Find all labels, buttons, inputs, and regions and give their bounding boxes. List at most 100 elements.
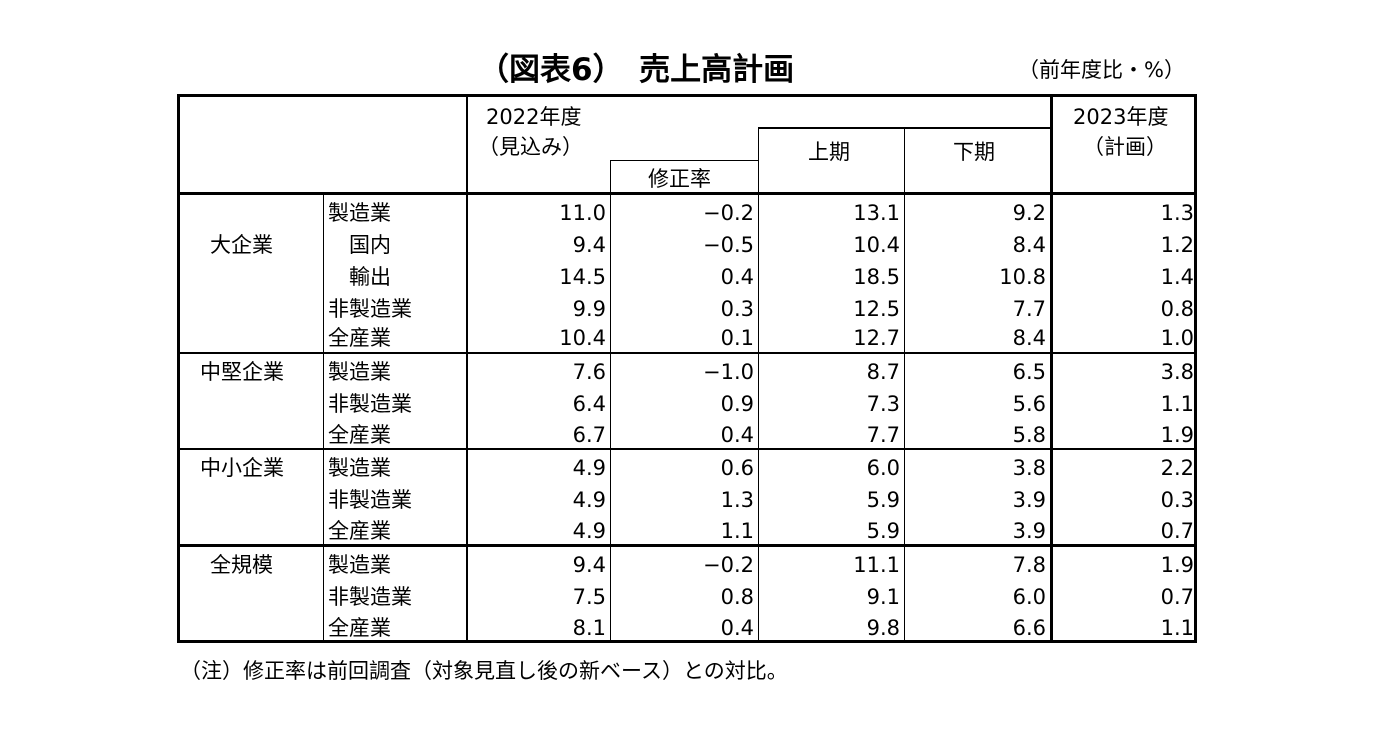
first-half-value: 5.9 [866,488,900,512]
revision-value: 0.6 [720,456,754,480]
first-half-value: 6.0 [866,456,900,480]
second-half-value: 3.9 [1012,519,1046,543]
revision-value: −0.5 [703,233,754,257]
fy2023-value: 1.2 [1160,233,1194,257]
first-half-value: 7.3 [866,392,900,416]
revision-header-top-line [610,160,759,161]
header-divider-left [466,97,468,643]
first-half-value: 8.7 [866,360,900,384]
fy2022-value: 4.9 [572,488,606,512]
sector-label: 全産業 [328,616,391,640]
sector-label: 非製造業 [328,585,412,609]
fy2022-value: 8.1 [572,616,606,640]
first-half-value: 10.4 [853,233,900,257]
second-half-value: 7.7 [1012,297,1046,321]
second-half-value: 3.8 [1012,456,1046,480]
group-label: 中堅企業 [200,360,284,384]
sector-label: 製造業 [328,456,391,480]
first-half-value: 12.5 [853,297,900,321]
revision-value: 0.1 [720,326,754,350]
fy2023-value: 0.3 [1160,488,1194,512]
fy2023-value: 1.1 [1160,616,1194,640]
group-divider-2 [180,448,1197,450]
sector-label: 非製造業 [328,297,412,321]
first-half-value: 11.1 [853,553,900,577]
second-half-value: 3.9 [1012,488,1046,512]
revision-value: 0.9 [720,392,754,416]
fy2023-value: 1.1 [1160,392,1194,416]
header-fy2022-line2: （見込み） [478,135,583,159]
fy2023-value: 1.9 [1160,423,1194,447]
second-half-value: 6.6 [1012,616,1046,640]
header-revision: 修正率 [648,167,711,191]
first-half-value: 9.8 [866,616,900,640]
fy2022-value: 7.6 [572,360,606,384]
fy2022-value: 9.4 [572,233,606,257]
footnote: （注）修正率は前回調査（対象見直し後の新ベース）との対比。 [180,659,788,683]
fy2022-value: 7.5 [572,585,606,609]
first-half-value: 12.7 [853,326,900,350]
fy2023-value: 3.8 [1160,360,1194,384]
second-half-value: 5.6 [1012,392,1046,416]
sector-label: 全産業 [328,519,391,543]
half-header-top-line [758,127,1051,129]
fy2023-value: 1.0 [1160,326,1194,350]
sector-label: 非製造業 [328,488,412,512]
header-fy2023-line2: （計画） [1083,135,1167,159]
revision-value: 0.4 [720,616,754,640]
first-half-value: 7.7 [866,423,900,447]
revision-value: 1.1 [720,519,754,543]
fy2023-value: 1.9 [1160,553,1194,577]
sector-divider [323,194,324,643]
revision-value: 0.4 [720,265,754,289]
second-half-value: 5.8 [1012,423,1046,447]
fy2022-value: 10.4 [559,326,606,350]
fy2022-value: 4.9 [572,456,606,480]
header-first-half: 上期 [808,140,850,164]
header-second-half: 下期 [953,140,995,164]
sector-label: 製造業 [328,553,391,577]
second-half-value: 6.5 [1012,360,1046,384]
unit-label: （前年度比・%） [1018,58,1185,82]
revision-value: 0.8 [720,585,754,609]
sector-label: 国内 [328,233,391,257]
fy2023-value: 1.4 [1160,265,1194,289]
header-fy2022-line1: 2022年度 [486,105,582,129]
group-divider-1 [180,352,1197,354]
fy2023-value: 0.7 [1160,519,1194,543]
revision-value: −0.2 [703,201,754,225]
second-half-value: 8.4 [1012,326,1046,350]
fy2022-value: 6.7 [572,423,606,447]
sector-label: 輸出 [328,265,391,289]
header-bottom-line [180,192,1197,195]
fy2023-value: 0.7 [1160,585,1194,609]
fy2022-value: 6.4 [572,392,606,416]
first-half-value: 5.9 [866,519,900,543]
page-title: （図表6） 売上高計画 [478,52,795,88]
sector-label: 非製造業 [328,392,412,416]
second-half-value: 8.4 [1012,233,1046,257]
fy2023-value: 2.2 [1160,456,1194,480]
fy2023-divider [1050,97,1053,643]
sales-plan-table: 2022年度 （見込み） 修正率 上期 下期 2023年度 （計画） 大企業 製… [177,94,1197,643]
sector-label: 製造業 [328,360,391,384]
first-half-value: 13.1 [853,201,900,225]
fy2022-value: 14.5 [559,265,606,289]
fy2022-divider [610,160,611,643]
fy2023-value: 1.3 [1160,201,1194,225]
group-label: 中小企業 [200,456,284,480]
revision-divider [758,127,759,643]
second-half-value: 9.2 [1012,201,1046,225]
first-half-value: 9.1 [866,585,900,609]
second-half-value: 10.8 [999,265,1046,289]
second-half-value: 6.0 [1012,585,1046,609]
sector-label: 製造業 [328,201,391,225]
header-fy2023-line1: 2023年度 [1073,105,1169,129]
fy2022-value: 4.9 [572,519,606,543]
half-divider [904,127,905,643]
second-half-value: 7.8 [1012,553,1046,577]
revision-value: −0.2 [703,553,754,577]
revision-value: 0.4 [720,423,754,447]
group-label: 大企業 [210,233,273,257]
revision-value: 0.3 [720,297,754,321]
